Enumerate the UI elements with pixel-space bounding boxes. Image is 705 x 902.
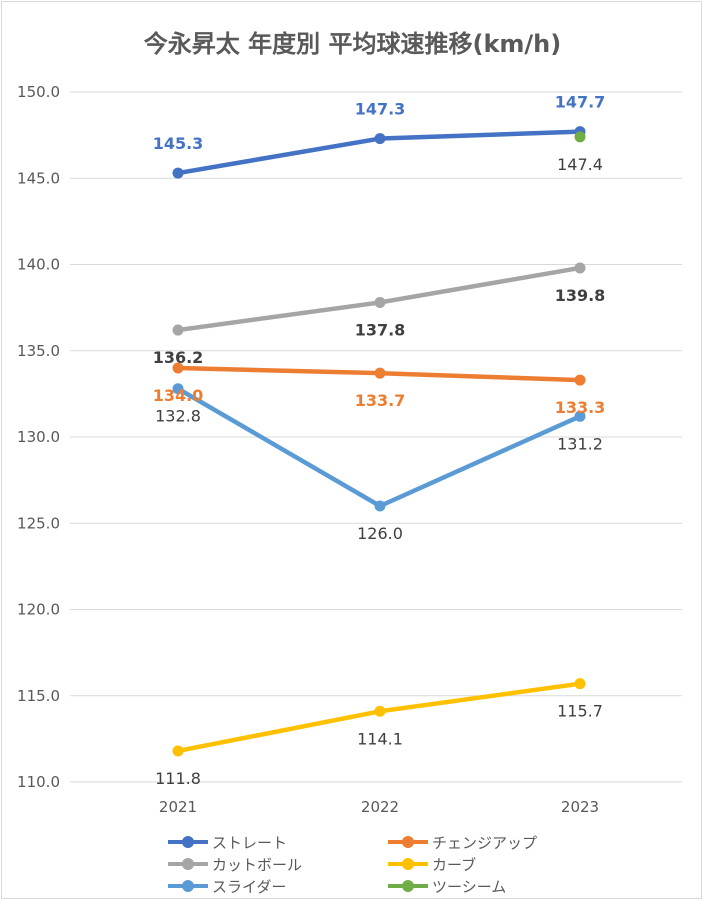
data-label: 111.8 [155,769,201,788]
data-point [574,374,586,386]
data-label: 147.4 [557,155,603,174]
legend-swatch [168,854,208,874]
y-tick-label: 125.0 [17,514,60,532]
y-tick-label: 150.0 [17,83,60,101]
x-tick-label: 2021 [159,798,197,816]
data-label: 133.3 [555,398,606,417]
data-label: 137.8 [355,320,406,339]
legend-swatch [168,876,208,896]
y-tick-label: 135.0 [17,342,60,360]
legend-item: カーブ [388,854,588,874]
data-point [574,262,586,274]
data-point [374,296,386,308]
legend-item: スライダー [168,876,388,896]
legend: ストレート チェンジアップカットボール カーブスライダー ツーシーム [168,832,588,896]
y-tick-label: 115.0 [17,687,60,705]
data-label: 147.7 [555,93,606,112]
data-point [574,678,586,690]
legend-item: ツーシーム [388,876,588,896]
data-label: 136.2 [153,348,204,367]
legend-swatch [388,876,428,896]
data-point [374,705,386,717]
legend-label: スライダー [212,877,287,896]
legend-label: チェンジアップ [432,833,538,852]
data-point [172,745,184,757]
data-point [172,167,184,179]
legend-swatch [388,832,428,852]
legend-label: ツーシーム [432,877,507,896]
data-point [172,362,184,374]
data-label: 139.8 [555,286,606,305]
data-point [574,131,586,143]
x-tick-label: 2023 [561,798,599,816]
chart-title: 今永昇太 年度別 平均球速推移(km/h) [143,30,562,58]
data-label: 147.3 [355,100,406,119]
legend-label: カットボール [212,855,303,874]
data-point [374,500,386,512]
data-point [374,367,386,379]
data-point [574,410,586,422]
data-label: 131.2 [557,434,603,453]
data-label: 126.0 [357,524,403,543]
y-tick-label: 110.0 [17,773,60,791]
y-tick-label: 120.0 [17,601,60,619]
data-point [374,133,386,145]
legend-item: ストレート [168,832,388,852]
data-label: 133.7 [355,391,406,410]
legend-swatch [168,832,208,852]
legend-swatch [388,854,428,874]
y-tick-label: 140.0 [17,256,60,274]
y-tick-label: 145.0 [17,169,60,187]
data-label: 114.1 [357,729,403,748]
data-point [172,383,184,395]
data-point [172,324,184,336]
data-label: 145.3 [153,134,204,153]
legend-item: カットボール [168,854,388,874]
legend-label: カーブ [432,855,477,874]
legend-item: チェンジアップ [388,832,588,852]
x-tick-label: 2022 [361,798,399,816]
legend-label: ストレート [212,833,288,852]
line-chart: 110.0 115.0 120.0 125.0 130.0 135.0 140.0 145.0… [17,83,682,816]
data-label: 115.7 [557,702,603,721]
data-label: 134.0 [153,386,204,405]
y-tick-label: 130.0 [17,428,60,446]
data-label: 132.8 [155,407,201,426]
